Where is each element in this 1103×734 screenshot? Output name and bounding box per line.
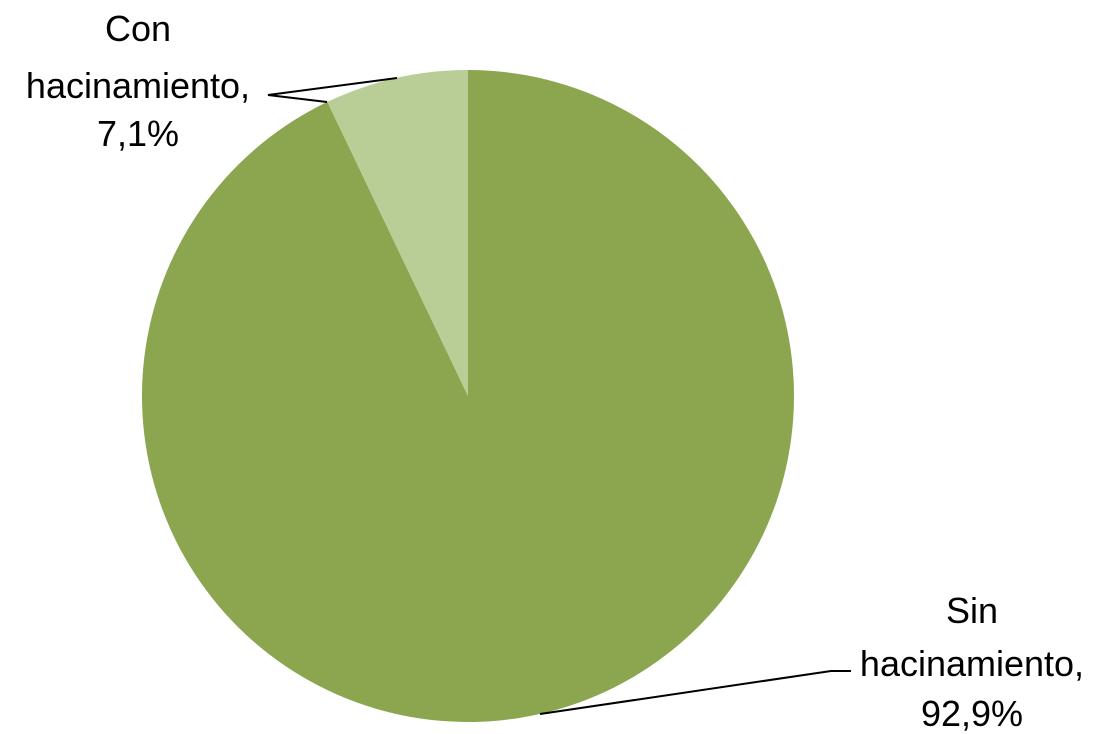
leader-line-sin bbox=[539, 670, 851, 715]
pie-slice-sin bbox=[141, 70, 794, 722]
data-label-sin-line-1: Sin bbox=[946, 590, 998, 631]
data-label-con-line-1: Con bbox=[105, 8, 171, 49]
pie-slice-con bbox=[327, 70, 468, 396]
data-label-sin: Sin hacinamiento, 92,9% bbox=[860, 590, 1084, 734]
data-label-sin-line-2: hacinamiento, bbox=[860, 643, 1084, 684]
pie-slices bbox=[141, 70, 794, 722]
data-label-sin-line-3: 92,9% bbox=[921, 693, 1023, 734]
data-label-con: Con hacinamiento, 7,1% bbox=[26, 8, 250, 154]
data-label-con-line-2: hacinamiento, bbox=[26, 65, 250, 106]
leader-line-con bbox=[267, 77, 398, 103]
data-label-con-line-3: 7,1% bbox=[97, 113, 179, 154]
